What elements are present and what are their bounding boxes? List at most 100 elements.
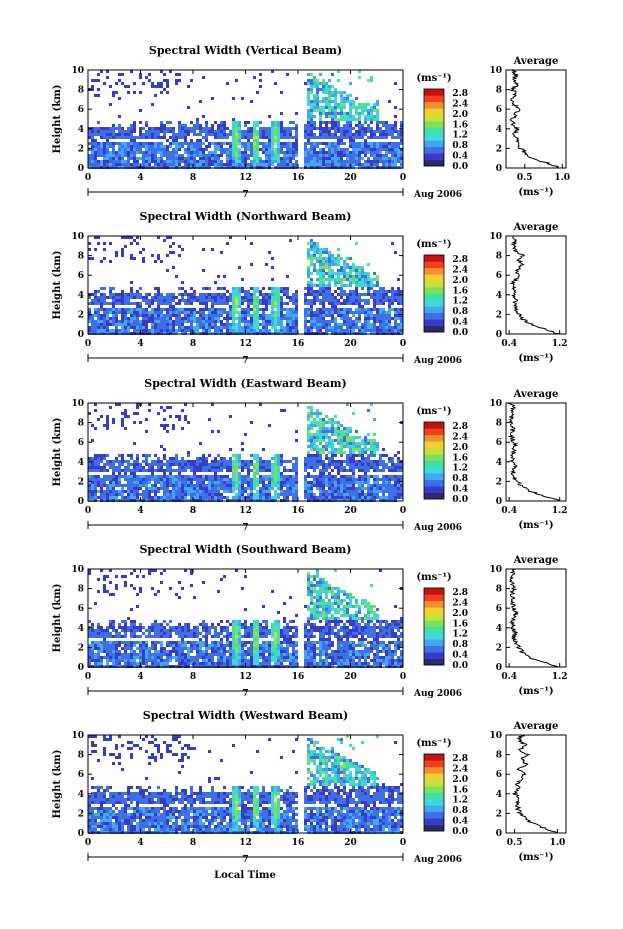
heatmap-cell [139,326,142,329]
heatmap-cell [355,493,358,496]
heatmap-cell [229,481,232,484]
heatmap-cell [325,314,328,317]
heatmap-cell [340,445,343,448]
heatmap-cell [313,106,316,109]
heatmap-cell [307,490,310,493]
heatmap-cell [160,136,163,139]
heatmap-cell [376,496,379,499]
heatmap-cell [256,490,259,493]
heatmap-cell [352,448,355,451]
heatmap-cell [88,329,91,332]
heatmap-cell [97,79,100,82]
heatmap-cell [265,326,268,329]
heatmap-cell [208,130,211,133]
heatmap-cell [379,151,382,154]
heatmap-cell [367,299,370,302]
heatmap-cell [337,293,340,296]
heatmap-cell [367,496,370,499]
heatmap-cell [370,145,373,148]
heatmap-cell [151,103,154,106]
heatmap-cell [268,320,271,323]
heatmap-cell [253,145,256,148]
heatmap-cell [274,314,277,317]
heatmap-cell [178,320,181,323]
heatmap-cell [169,493,172,496]
heatmap-cell [313,242,316,245]
heatmap-cell [199,484,202,487]
heatmap-cell [400,290,403,293]
heatmap-cell [247,290,250,293]
heatmap-cell [160,475,163,478]
heatmap-cell [223,151,226,154]
heatmap-cell [286,302,289,305]
heatmap-cell [109,260,112,263]
heatmap-cell [208,314,211,317]
heatmap-cell [382,308,385,311]
heatmap-cell [160,160,163,163]
heatmap-cell [340,154,343,157]
heatmap-cell [106,475,109,478]
heatmap-cell [142,133,145,136]
heatmap-cell [214,136,217,139]
heatmap-cell [130,281,133,284]
heatmap-cell [115,133,118,136]
heatmap-cell [100,320,103,323]
heatmap-cell [313,124,316,127]
heatmap-cell [190,121,193,124]
heatmap-cell [340,475,343,478]
heatmap-cell [307,466,310,469]
heatmap-cell [112,305,115,308]
heatmap-cell [166,296,169,299]
heatmap-cell [355,266,358,269]
heatmap-cell [136,308,139,311]
heatmap-cell [91,142,94,145]
heatmap-cell [157,148,160,151]
heatmap-cell [307,427,310,430]
heatmap-cell [364,302,367,305]
heatmap-cell [289,163,292,166]
heatmap-cell [289,145,292,148]
heatmap-cell [400,160,403,163]
heatmap-cell [202,478,205,481]
heatmap-cell [355,290,358,293]
heatmap-cell [283,130,286,133]
heatmap-cell [262,490,265,493]
heatmap-cell [382,481,385,484]
heatmap-cell [160,478,163,481]
heatmap-cell [310,427,313,430]
heatmap-cell [136,478,139,481]
heatmap-cell [325,121,328,124]
heatmap-cell [322,439,325,442]
heatmap-cell [247,133,250,136]
heatmap-cell [187,163,190,166]
heatmap-cell [133,136,136,139]
heatmap-cell [334,451,337,454]
heatmap-cell [118,403,121,406]
heatmap-cell [310,245,313,248]
heatmap-cell [268,302,271,305]
heatmap-cell [193,466,196,469]
heatmap-cell [121,496,124,499]
heatmap-cell [337,460,340,463]
heatmap-cell [163,323,166,326]
heatmap-cell [328,436,331,439]
heatmap-cell [112,91,115,94]
heatmap-cell [205,287,208,290]
heatmap-cell [289,136,292,139]
heatmap-cell [157,481,160,484]
heatmap-cell [97,490,100,493]
heatmap-cell [292,293,295,296]
heatmap-cell [253,478,256,481]
heatmap-cell [196,160,199,163]
heatmap-cell [352,154,355,157]
heatmap-cell [88,163,91,166]
heatmap-cell [157,160,160,163]
heatmap-cell [115,296,118,299]
heatmap-cell [250,151,253,154]
heatmap-cell [232,302,235,305]
heatmap-cell [331,457,334,460]
heatmap-cell [223,487,226,490]
heatmap-cell [187,463,190,466]
heatmap-cell [271,314,274,317]
heatmap-cell [268,145,271,148]
